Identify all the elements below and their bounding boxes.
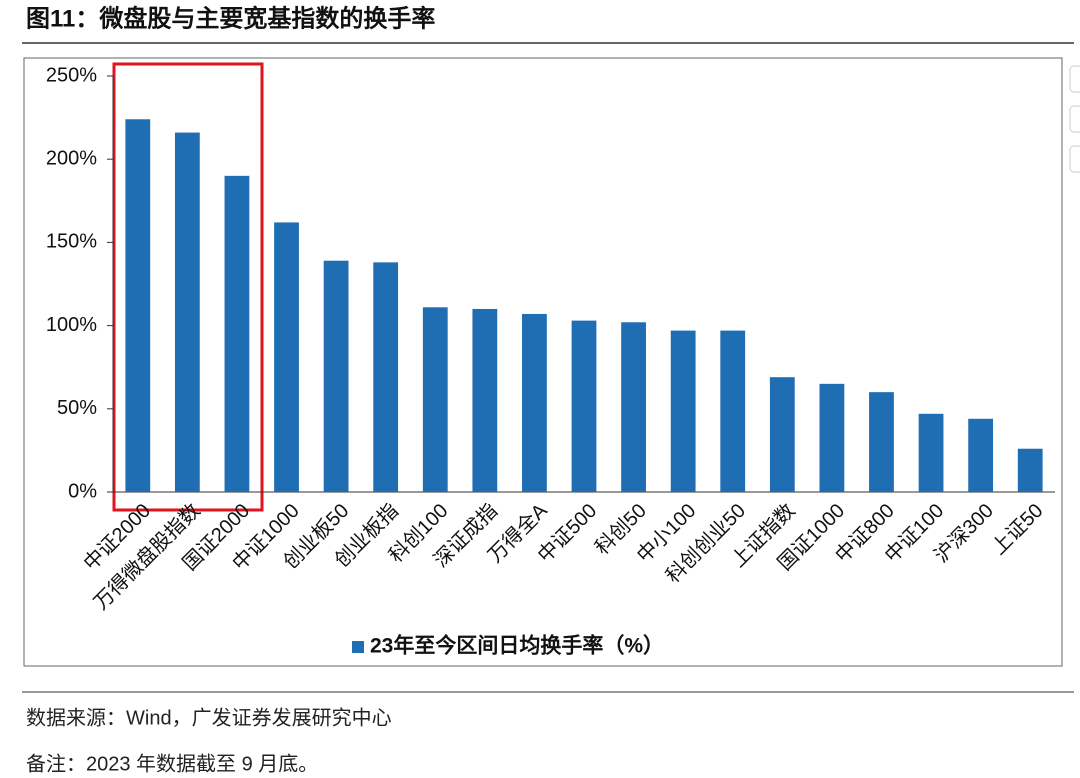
bar [968, 418, 994, 492]
y-tick-label: 50% [57, 397, 97, 419]
bar [323, 260, 349, 492]
side-icons [1069, 65, 1080, 173]
x-tick-label: 上证50 [987, 499, 1047, 559]
legend-swatch [352, 641, 364, 653]
bar [720, 330, 746, 492]
icon [1069, 65, 1080, 93]
legend-label: 23年至今区间日均换手率（%） [370, 634, 664, 658]
bar [125, 119, 151, 492]
bar [522, 313, 547, 492]
y-tick-label: 150% [46, 231, 97, 253]
bar [819, 383, 845, 492]
bar [174, 132, 200, 493]
bar [621, 322, 646, 492]
bar [472, 308, 498, 492]
y-tick-label: 100% [46, 314, 97, 336]
bar [670, 330, 696, 492]
bar [274, 222, 299, 492]
highlight-box [112, 62, 264, 512]
bar [769, 377, 795, 492]
bar [918, 413, 944, 492]
chart-frame [23, 57, 1063, 667]
bar [422, 307, 448, 492]
y-tick-label: 0% [68, 480, 97, 502]
y-tick-label: 250% [46, 64, 97, 86]
bar [869, 392, 894, 492]
icon [1069, 145, 1080, 173]
y-tick-label: 200% [46, 147, 97, 169]
note: 备注：2023 年数据截至 9 月底。 [26, 752, 318, 775]
icon [1069, 105, 1080, 133]
bar [373, 262, 399, 492]
bar [1017, 448, 1043, 492]
chart-title: 图11：微盘股与主要宽基指数的换手率 [26, 4, 435, 32]
bar [224, 175, 250, 492]
source: 数据来源：Wind，广发证券发展研究中心 [26, 706, 392, 729]
bar [571, 320, 597, 492]
